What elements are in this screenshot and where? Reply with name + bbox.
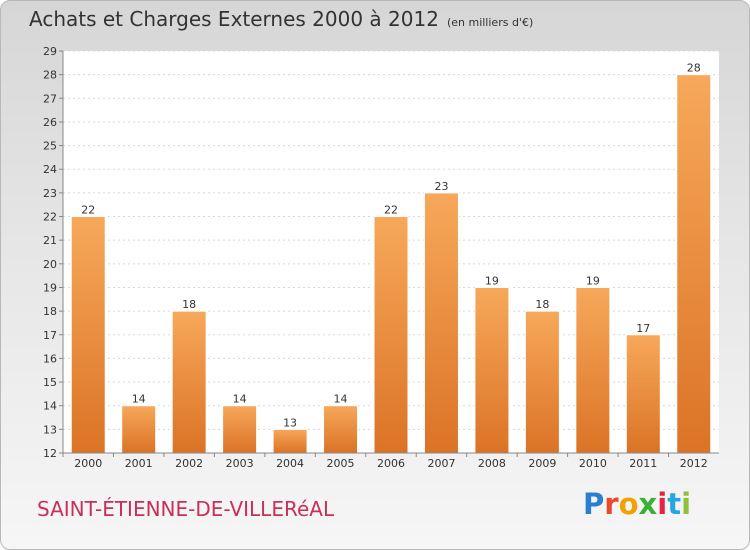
x-tick-label: 2001 — [125, 457, 153, 470]
bar-2004 — [272, 428, 308, 454]
bar-2012 — [676, 74, 712, 454]
chart-unit: (en milliers d'€) — [446, 16, 534, 29]
y-tick-label: 21 — [43, 234, 57, 247]
y-tick-label: 29 — [43, 45, 57, 58]
proxiti-logo[interactable]: Proxiti — [583, 487, 691, 521]
bar-2002 — [171, 310, 207, 454]
bar-2010 — [575, 286, 611, 454]
bar-value-label: 18 — [182, 298, 196, 311]
bar-2009 — [524, 310, 560, 454]
x-tick-label: 2008 — [478, 457, 506, 470]
logo-letter: P — [583, 487, 605, 521]
bar-value-label: 23 — [434, 180, 448, 193]
y-tick-label: 12 — [43, 447, 57, 460]
y-tick-label: 27 — [43, 92, 57, 105]
y-tick-label: 26 — [43, 116, 57, 129]
y-tick-label: 25 — [43, 140, 57, 153]
x-tick-label: 2003 — [226, 457, 254, 470]
x-tick-label: 2012 — [680, 457, 708, 470]
y-tick-label: 19 — [43, 281, 57, 294]
bar-value-label: 13 — [283, 416, 297, 429]
bar-value-label: 19 — [586, 274, 600, 287]
bar-value-label: 14 — [132, 393, 146, 406]
x-tick-label: 2007 — [427, 457, 455, 470]
x-tick-label: 2011 — [629, 457, 657, 470]
x-tick-label: 2006 — [377, 457, 405, 470]
bars: 22 14 18 14 13 14 22 23 19 18 19 17 28 — [70, 62, 712, 454]
logo-letter: x — [638, 487, 658, 521]
y-tick-label: 14 — [43, 400, 57, 413]
bar-value-label: 14 — [334, 393, 348, 406]
x-tick-label: 2010 — [579, 457, 607, 470]
bar-2007 — [423, 192, 459, 454]
logo-letter: i — [657, 487, 668, 521]
y-tick-label: 16 — [43, 352, 57, 365]
y-tick-label: 13 — [43, 423, 57, 436]
bar-value-label: 14 — [233, 393, 247, 406]
bar-value-label: 19 — [485, 274, 499, 287]
y-tick-label: 24 — [43, 163, 57, 176]
x-axis: 2000 2001 2002 2003 2004 2005 2006 2007 2008 2009… — [62, 453, 708, 470]
logo-letter: o — [618, 487, 639, 521]
bar-value-label: 22 — [81, 204, 95, 217]
y-axis: 12 13 14 15 16 17 18 19 20 21 22 23 24 25 26 27 28 29 — [43, 45, 63, 460]
bar-2000 — [70, 216, 106, 454]
bar-2011 — [625, 334, 661, 454]
logo-letter: t — [667, 487, 682, 521]
bar-2008 — [474, 286, 510, 454]
bar-value-label: 17 — [636, 322, 650, 335]
x-tick-label: 2004 — [276, 457, 304, 470]
y-tick-label: 20 — [43, 258, 57, 271]
logo-letter: r — [604, 487, 619, 521]
bar-2001 — [121, 405, 157, 454]
y-tick-label: 22 — [43, 211, 57, 224]
bar-value-label: 22 — [384, 204, 398, 217]
y-tick-label: 28 — [43, 69, 57, 82]
bar-2006 — [373, 216, 409, 454]
bar-2003 — [222, 405, 258, 454]
x-tick-label: 2000 — [74, 457, 102, 470]
x-tick-label: 2005 — [327, 457, 355, 470]
bar-value-label: 18 — [535, 298, 549, 311]
x-tick-label: 2009 — [528, 457, 556, 470]
y-tick-label: 23 — [43, 187, 57, 200]
logo-letter: i — [681, 487, 692, 521]
chart-title-text: Achats et Charges Externes 2000 à 2012 — [29, 7, 439, 31]
y-tick-label: 15 — [43, 376, 57, 389]
bar-2005 — [323, 405, 359, 454]
x-tick-label: 2002 — [175, 457, 203, 470]
bar-value-label: 28 — [687, 62, 701, 75]
y-tick-label: 18 — [43, 305, 57, 318]
y-tick-label: 17 — [43, 329, 57, 342]
commune-name: SAINT-ÉTIENNE-DE-VILLERéAL — [37, 497, 335, 521]
chart-title: Achats et Charges Externes 2000 à 2012 (e… — [29, 7, 533, 31]
